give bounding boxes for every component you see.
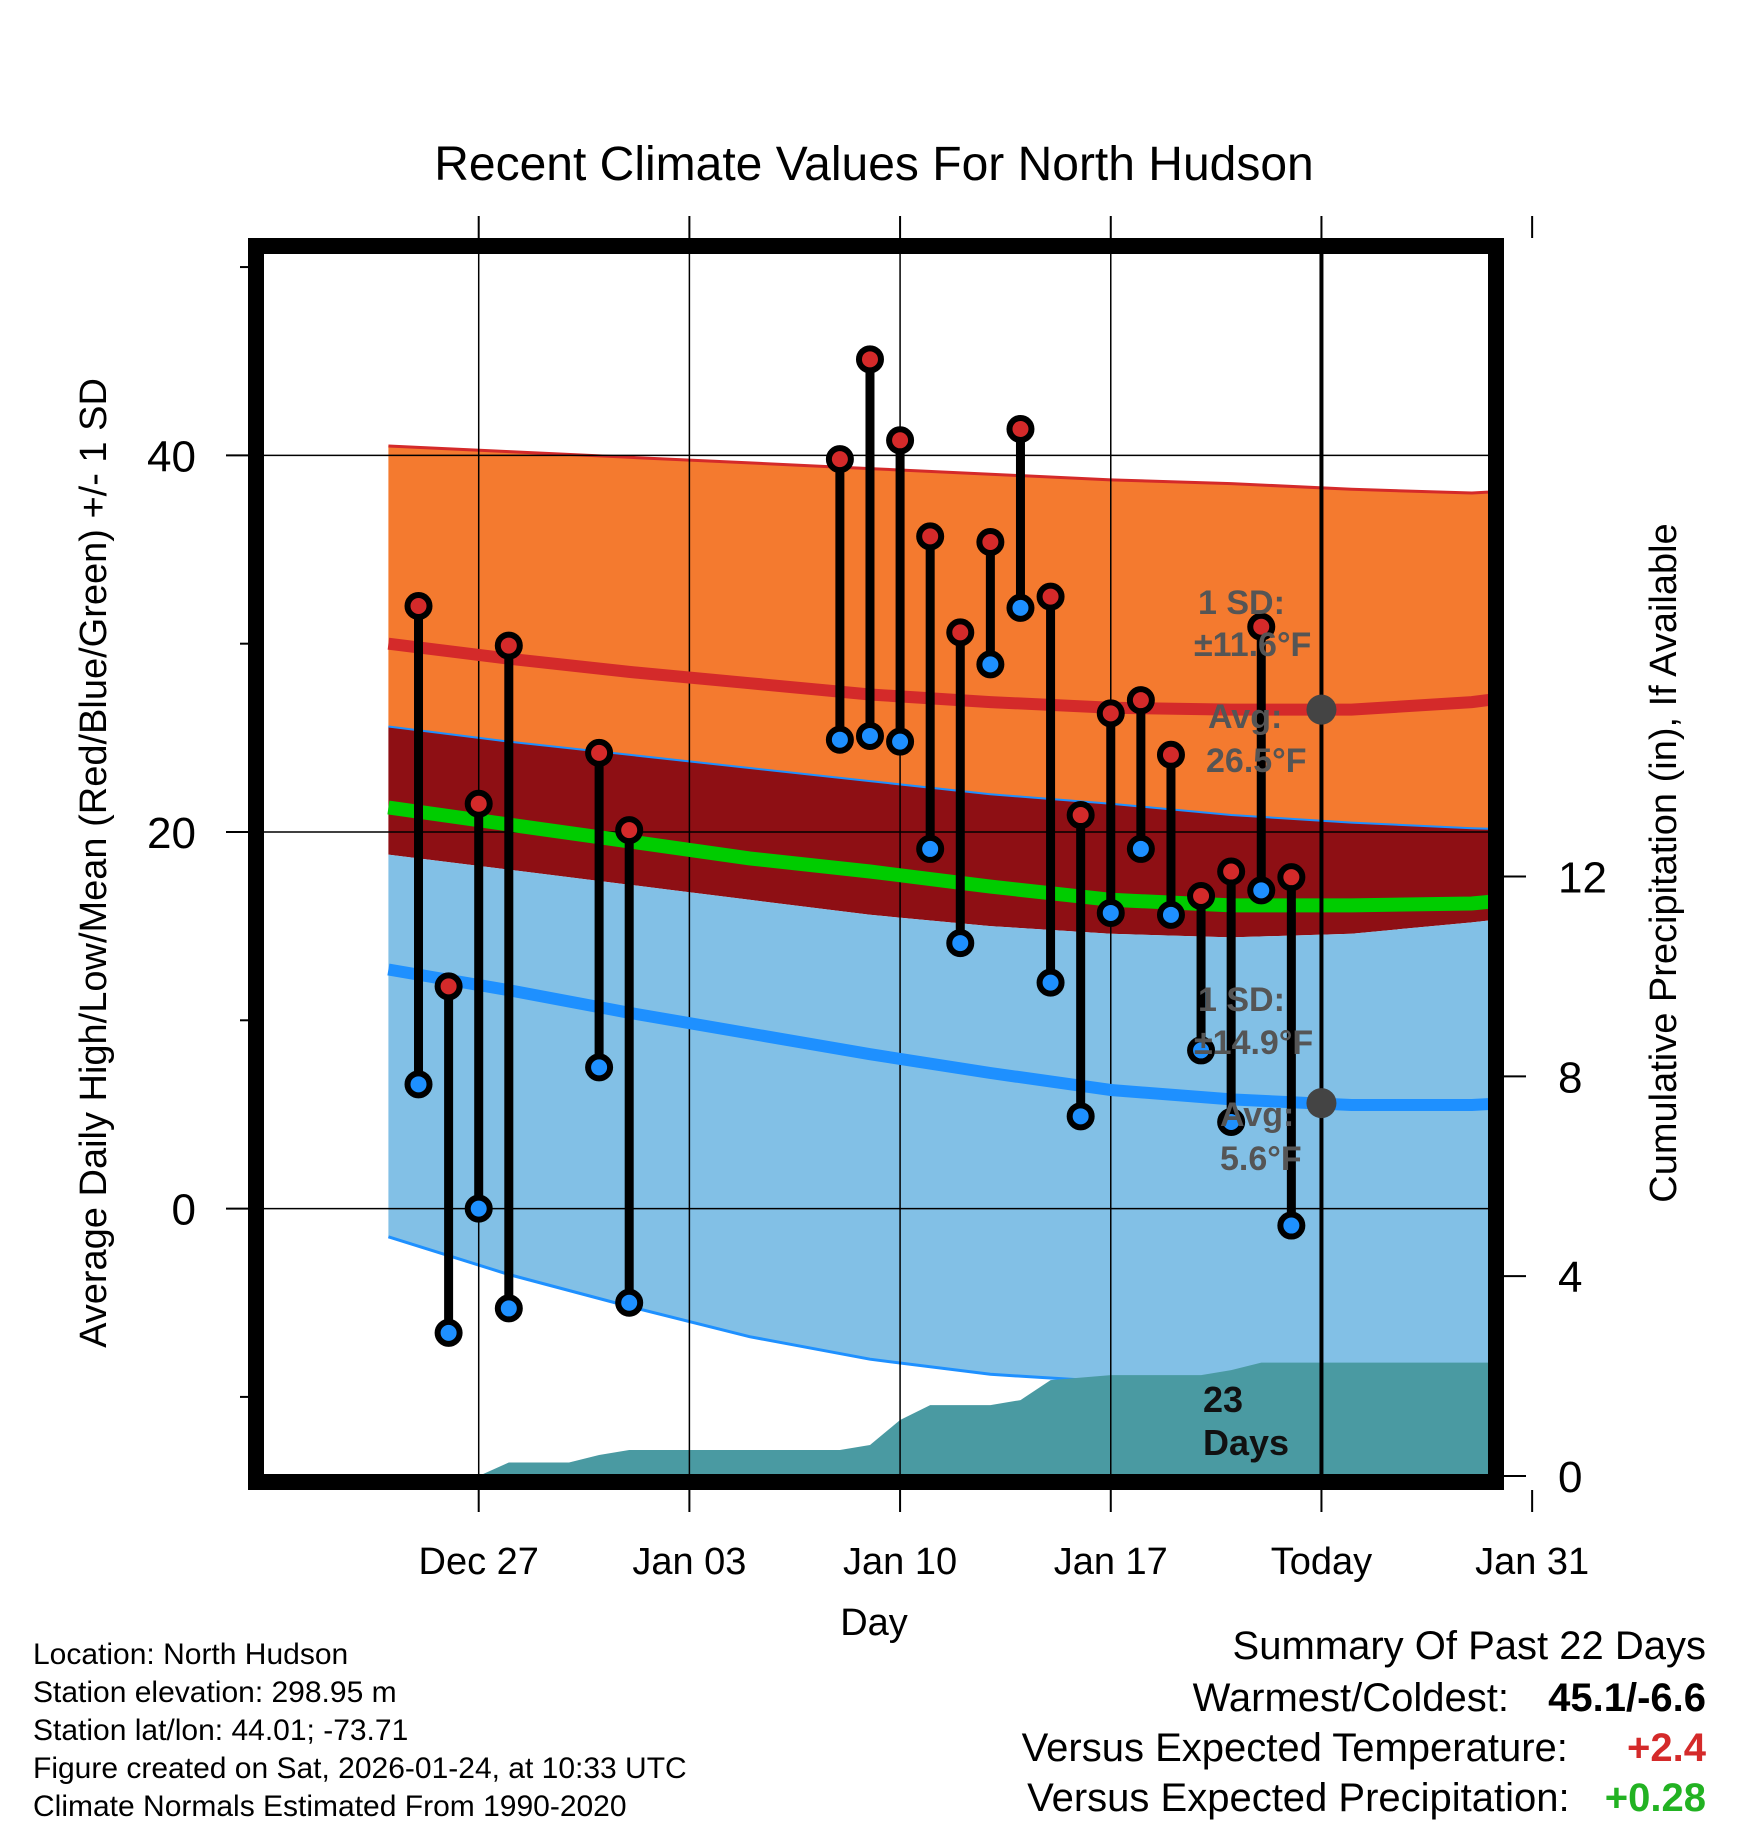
low-point	[1096, 898, 1125, 927]
low-sd-band	[388, 854, 1490, 1384]
high-point	[1247, 612, 1276, 641]
temp-label: Versus Expected Temperature:	[1021, 1726, 1568, 1770]
low-point	[976, 650, 1005, 679]
high-point	[886, 426, 915, 455]
low-point	[494, 1294, 523, 1323]
summary-precip: Versus Expected Precipitation: +0.28	[1027, 1776, 1706, 1821]
warmest-value: 45.1/-6.6	[1548, 1676, 1706, 1720]
location-text: Location: North Hudson	[33, 1638, 349, 1671]
low-point	[916, 834, 945, 863]
low-point	[1126, 834, 1155, 863]
precip-value: +0.28	[1604, 1776, 1706, 1820]
x-tick-label: Today	[1271, 1541, 1372, 1583]
high-point	[946, 618, 975, 647]
high-sd-value: ±11.6°F	[1194, 626, 1311, 664]
y-tick-label: 0	[172, 1186, 196, 1235]
low-avg-value: 5.6°F	[1220, 1140, 1302, 1178]
low-point	[946, 929, 975, 958]
low-point	[1006, 593, 1035, 622]
precip-label: Versus Expected Precipitation:	[1027, 1776, 1570, 1820]
created-text: Figure created on Sat, 2026-01-24, at 10…	[33, 1752, 687, 1785]
high-point	[585, 738, 614, 767]
low-point	[886, 727, 915, 756]
low-point	[1036, 968, 1065, 997]
high-sd-title: 1 SD:	[1198, 584, 1285, 622]
low-normal-line	[387, 963, 1490, 1111]
high-point	[1006, 415, 1035, 444]
y-tick-label: 40	[147, 432, 196, 481]
low-point	[1156, 900, 1185, 929]
low-point	[1247, 876, 1276, 905]
plot-frame	[248, 238, 1504, 1490]
x-tick-label: Jan 03	[632, 1541, 746, 1583]
y2-axis-label: Cumulative Precipitation (in), If Availa…	[1643, 523, 1685, 1202]
y-tick-label: 20	[147, 809, 196, 858]
high-point	[404, 592, 433, 621]
temp-value: +2.4	[1627, 1726, 1706, 1770]
high-avg-marker	[1306, 694, 1337, 725]
low-avg-marker	[1306, 1088, 1337, 1119]
chart-title: Recent Climate Values For North Hudson	[434, 138, 1314, 191]
low-point	[825, 725, 854, 754]
low-point	[1187, 1036, 1216, 1065]
high-point	[825, 445, 854, 474]
mean-normal-line	[387, 800, 1490, 913]
y2-tick-label: 0	[1558, 1453, 1582, 1502]
high-point	[916, 522, 945, 551]
low-sd-value: ±14.9°F	[1194, 1024, 1313, 1062]
elevation-text: Station elevation: 298.95 m	[33, 1676, 397, 1709]
high-point	[1156, 740, 1185, 769]
days-count: 23	[1203, 1379, 1243, 1420]
y2-tick-label: 8	[1558, 1053, 1582, 1102]
x-tick-label: Jan 17	[1054, 1541, 1168, 1583]
y-axis-label: Average Daily High/Low/Mean (Red/Blue/Gr…	[73, 378, 115, 1348]
y2-tick-label: 12	[1558, 853, 1607, 902]
x-tick-label: Jan 10	[843, 1541, 957, 1583]
high-point	[1096, 699, 1125, 728]
low-point	[1217, 1107, 1246, 1136]
low-point	[1277, 1211, 1306, 1240]
high-point	[1187, 882, 1216, 911]
low-point	[1066, 1102, 1095, 1131]
high-point	[434, 972, 463, 1001]
low-point	[855, 721, 884, 750]
station-info: Location: North Hudson Station elevation…	[33, 1636, 687, 1826]
normals-text: Climate Normals Estimated From 1990-2020	[33, 1790, 627, 1823]
high-avg-value: 26.5°F	[1206, 742, 1307, 780]
x-tick-label: Jan 31	[1475, 1541, 1589, 1583]
high-point	[494, 631, 523, 660]
high-point	[1217, 857, 1246, 886]
low-sd-title: 1 SD:	[1198, 981, 1285, 1019]
low-point	[585, 1053, 614, 1082]
low-point	[434, 1318, 463, 1347]
high-point	[1066, 801, 1095, 830]
high-point	[976, 527, 1005, 556]
x-tick-label: Dec 27	[419, 1541, 539, 1583]
low-point	[615, 1288, 644, 1317]
x-axis-label: Day	[840, 1602, 908, 1644]
y2-tick-label: 4	[1558, 1253, 1582, 1302]
high-avg-title: Avg:	[1208, 698, 1282, 736]
high-normal-line	[387, 637, 1490, 716]
low-avg-title: Avg:	[1220, 1096, 1294, 1134]
latlon-text: Station lat/lon: 44.01; -73.71	[33, 1714, 409, 1747]
low-point	[404, 1070, 433, 1099]
high-point	[464, 789, 493, 818]
high-point	[1126, 686, 1155, 715]
days-word: Days	[1203, 1422, 1289, 1463]
high-point	[1277, 863, 1306, 892]
summary-warmest: Warmest/Coldest: 45.1/-6.6	[1193, 1676, 1706, 1721]
high-sd-band	[388, 446, 1490, 829]
high-point	[615, 816, 644, 845]
high-point	[1036, 582, 1065, 611]
high-point	[855, 345, 884, 374]
warmest-label: Warmest/Coldest:	[1192, 1676, 1509, 1720]
summary-temp: Versus Expected Temperature: +2.4	[1022, 1726, 1706, 1771]
low-point	[464, 1194, 493, 1223]
precip-area	[478, 1362, 1490, 1476]
summary-title: Summary Of Past 22 Days	[1232, 1624, 1706, 1668]
